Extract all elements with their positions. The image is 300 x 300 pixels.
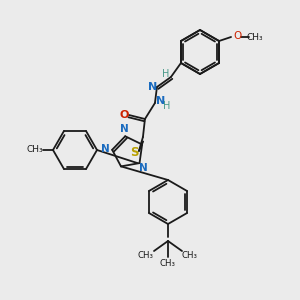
Text: H: H — [163, 101, 171, 111]
Text: N: N — [139, 163, 148, 173]
Text: CH₃: CH₃ — [160, 259, 176, 268]
Text: N: N — [156, 96, 166, 106]
Text: N: N — [120, 124, 128, 134]
Text: CH₃: CH₃ — [138, 250, 154, 260]
Text: O: O — [119, 110, 129, 120]
Text: CH₃: CH₃ — [247, 32, 263, 41]
Text: N: N — [101, 144, 110, 154]
Text: CH₃: CH₃ — [182, 250, 198, 260]
Text: S: S — [130, 146, 138, 160]
Text: H: H — [162, 69, 169, 79]
Text: CH₃: CH₃ — [27, 146, 43, 154]
Text: O: O — [233, 31, 241, 41]
Text: N: N — [148, 82, 158, 92]
